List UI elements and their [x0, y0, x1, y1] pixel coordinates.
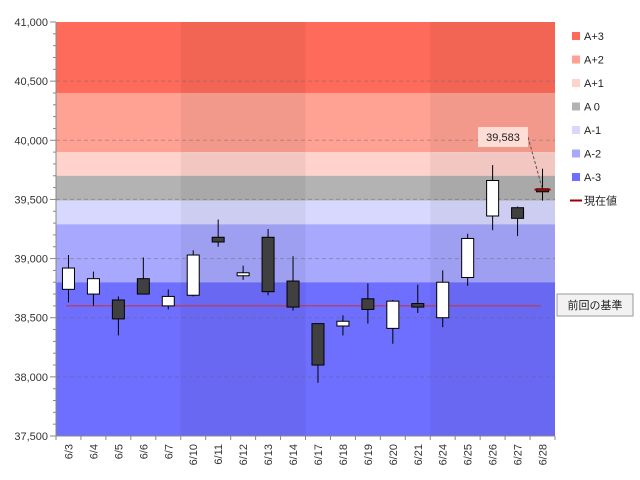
- candle-body: [311, 323, 325, 366]
- legend-swatch-1: [572, 55, 580, 64]
- candle-body: [286, 280, 300, 308]
- candle-body: [186, 254, 200, 296]
- reference-callout-box: [556, 293, 634, 317]
- y-tick-label: 40,000: [14, 135, 48, 147]
- candle-body: [486, 180, 500, 217]
- current-value-label: 39,583: [486, 132, 520, 144]
- band-2: [56, 152, 555, 176]
- x-tick-label: 6/6: [138, 444, 150, 459]
- band-3: [56, 175, 555, 201]
- legend-label-0: A+3: [584, 31, 604, 43]
- candle-body: [136, 278, 150, 295]
- y-tick-label: 39,500: [14, 194, 48, 206]
- legend-label-1: A+2: [584, 55, 604, 67]
- x-tick-label: 6/28: [538, 444, 550, 465]
- band-6: [56, 282, 555, 436]
- x-tick-label: 6/17: [313, 444, 325, 465]
- candle-body: [511, 207, 525, 219]
- legend-swatch-2: [572, 79, 580, 87]
- band-0: [56, 22, 555, 93]
- candle-body: [161, 295, 175, 307]
- candle-layer: [61, 165, 550, 383]
- legend-swatch-0: [572, 32, 580, 40]
- legend-label-4: A-1: [584, 125, 601, 137]
- legend-swatch-6: [572, 173, 580, 181]
- annotations: 39,583 前回の基準: [478, 127, 634, 317]
- reference-callout-label: 前回の基準: [568, 298, 623, 312]
- x-tick-label: 6/4: [88, 444, 100, 459]
- legend-swatch-3: [572, 102, 580, 111]
- candle-body: [261, 236, 275, 293]
- candle-body: [461, 237, 475, 278]
- y-tick-label: 38,500: [14, 313, 48, 325]
- y-tick-labels: 37,500 38,000 38,500 39,000 39,500 40,000 40,5…: [14, 17, 48, 443]
- band-1: [56, 92, 555, 153]
- x-tick-label: 6/27: [513, 444, 525, 465]
- legend-label-current: 現在値: [584, 195, 617, 208]
- y-tick-label: 39,000: [14, 254, 48, 266]
- current-value-leader: [527, 136, 544, 190]
- candle-body: [436, 281, 450, 319]
- legend: A+3 A+2 A+1 A 0 A-1 A-2 A-3 現在値: [570, 31, 617, 208]
- legend-label-5: A-2: [584, 149, 601, 161]
- x-tick-label: 6/26: [488, 444, 500, 465]
- candle-body: [236, 272, 250, 277]
- candle-body: [361, 298, 375, 310]
- x-tick-label: 6/24: [438, 444, 450, 465]
- candle-body: [211, 236, 225, 243]
- candle-body: [61, 267, 75, 290]
- y-tick-label: 37,500: [14, 431, 48, 443]
- x-tick-label: 6/25: [463, 444, 475, 465]
- x-tick-label: 6/18: [338, 444, 350, 465]
- y-tick-label: 38,000: [14, 372, 48, 384]
- x-tick-label: 6/5: [113, 444, 125, 459]
- legend-swatch-4: [572, 126, 580, 134]
- x-tick-label: 6/19: [363, 444, 375, 465]
- legend-swatch-5: [572, 149, 580, 158]
- x-tick-label: 6/12: [238, 444, 250, 465]
- x-tick-label: 6/10: [188, 444, 200, 465]
- candle-body: [86, 278, 100, 295]
- y-tick-label: 40,500: [14, 76, 48, 88]
- candle-body: [111, 299, 125, 320]
- x-tick-label: 6/3: [63, 444, 75, 459]
- legend-label-3: A 0: [584, 102, 600, 114]
- band-layer: [56, 22, 555, 436]
- x-tick-label: 6/20: [388, 444, 400, 465]
- x-tick-label: 6/11: [213, 444, 225, 465]
- week-shade-0: [180, 22, 306, 436]
- x-tick-label: 6/7: [163, 444, 175, 459]
- candle-body: [386, 300, 400, 329]
- band-4: [56, 200, 555, 225]
- candle-body: [336, 320, 350, 327]
- x-tick-labels: 6/3 6/4 6/5 6/6 6/7 6/10 6/11 6/12 6/13 6/14 6/17 6…: [63, 444, 549, 465]
- candle-body: [411, 303, 425, 308]
- legend-label-6: A-3: [584, 172, 601, 184]
- x-tick-label: 6/13: [263, 444, 275, 465]
- legend-label-2: A+1: [584, 78, 604, 90]
- y-tick-label: 41,000: [14, 17, 48, 29]
- x-tick-label: 6/21: [413, 444, 425, 465]
- current-value-callout-box: [478, 127, 528, 147]
- axes-layer: [50, 21, 556, 440]
- x-tick-label: 6/14: [288, 444, 300, 465]
